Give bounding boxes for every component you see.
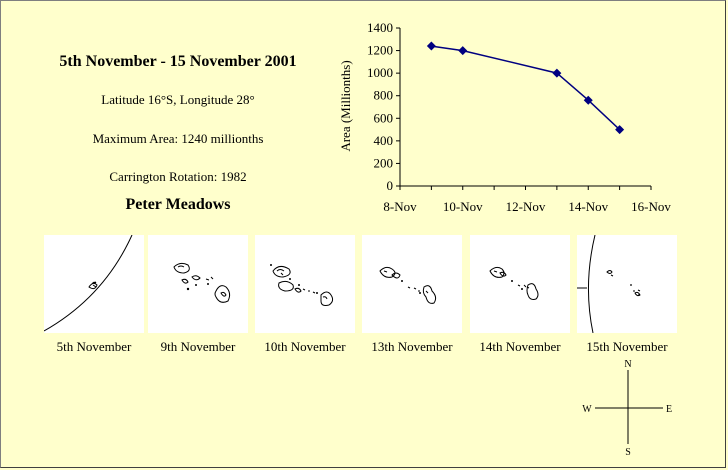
panel-caption-1: 5th November xyxy=(56,339,132,354)
sunspot-panel-2 xyxy=(148,235,248,333)
sunspot-panel-1 xyxy=(43,234,144,333)
panel-caption-6: 15th November xyxy=(586,339,668,354)
x-tick-label: 10-Nov xyxy=(443,199,483,214)
latitude-text: Latitude 16°S, Longitude 28° xyxy=(101,92,255,107)
compass-east: E xyxy=(666,404,672,415)
sunspot-drawing-6 xyxy=(577,234,641,334)
carrington-text: Carrington Rotation: 1982 xyxy=(109,169,247,184)
max-area-text: Maximum Area: 1240 millionths xyxy=(92,131,264,146)
compass-north: N xyxy=(624,359,631,370)
area-chart: 0 200 400 600 800 1000 1200 1400 8-Nov 10-Nov 12-N… xyxy=(338,20,671,214)
sunspot-panel-5 xyxy=(470,235,570,333)
data-point xyxy=(615,125,625,135)
data-point xyxy=(426,41,436,51)
x-tick-label: 16-Nov xyxy=(631,199,671,214)
solar-limb xyxy=(43,234,133,332)
compass-south: S xyxy=(625,447,631,458)
sunspot-drawing-2 xyxy=(173,262,231,303)
x-tick-label: 14-Nov xyxy=(568,199,608,214)
chart-axes xyxy=(396,27,652,190)
panel-caption-3: 10th November xyxy=(264,339,346,354)
chart-tick-labels: 0 200 400 600 800 1000 1200 1400 8-Nov 10-Nov 12-N… xyxy=(367,20,671,214)
panel-caption-5: 14th November xyxy=(479,339,561,354)
sunspot-drawing-3 xyxy=(270,264,334,306)
solar-limb xyxy=(588,234,596,334)
sunspot-drawing-1 xyxy=(43,234,133,332)
chart-series xyxy=(426,41,625,135)
data-point xyxy=(583,95,593,105)
author-name: Peter Meadows xyxy=(125,196,231,213)
y-tick-label: 1000 xyxy=(367,65,393,80)
sunspot-panel-3 xyxy=(255,235,355,333)
compass-west: W xyxy=(582,404,592,415)
panel-caption-2: 9th November xyxy=(160,339,236,354)
sunspot-drawing-4 xyxy=(379,266,437,304)
y-tick-label: 1200 xyxy=(367,43,393,58)
sunspot-panel-4 xyxy=(362,235,462,333)
panel-caption-4: 13th November xyxy=(371,339,453,354)
data-point xyxy=(458,46,468,56)
y-tick-label: 600 xyxy=(374,110,394,125)
series-line xyxy=(431,45,621,131)
compass-rose: N S E W xyxy=(582,359,672,458)
y-tick-label: 0 xyxy=(387,178,394,193)
spot-group xyxy=(606,270,614,277)
spot-group xyxy=(272,265,291,278)
sunspot-panel-6 xyxy=(577,234,677,334)
y-tick-label: 200 xyxy=(374,155,394,170)
spot-group xyxy=(173,262,190,274)
x-tick-label: 8-Nov xyxy=(383,199,417,214)
sunspot-drawing-5 xyxy=(489,266,539,300)
y-tick-label: 1400 xyxy=(367,20,393,35)
y-tick-label: 400 xyxy=(374,133,394,148)
page-title: 5th November - 15 November 2001 xyxy=(59,53,297,70)
data-point xyxy=(552,68,562,78)
x-tick-label: 12-Nov xyxy=(506,199,546,214)
y-axis-label: Area (Millionths) xyxy=(338,60,353,151)
y-tick-label: 800 xyxy=(374,88,394,103)
